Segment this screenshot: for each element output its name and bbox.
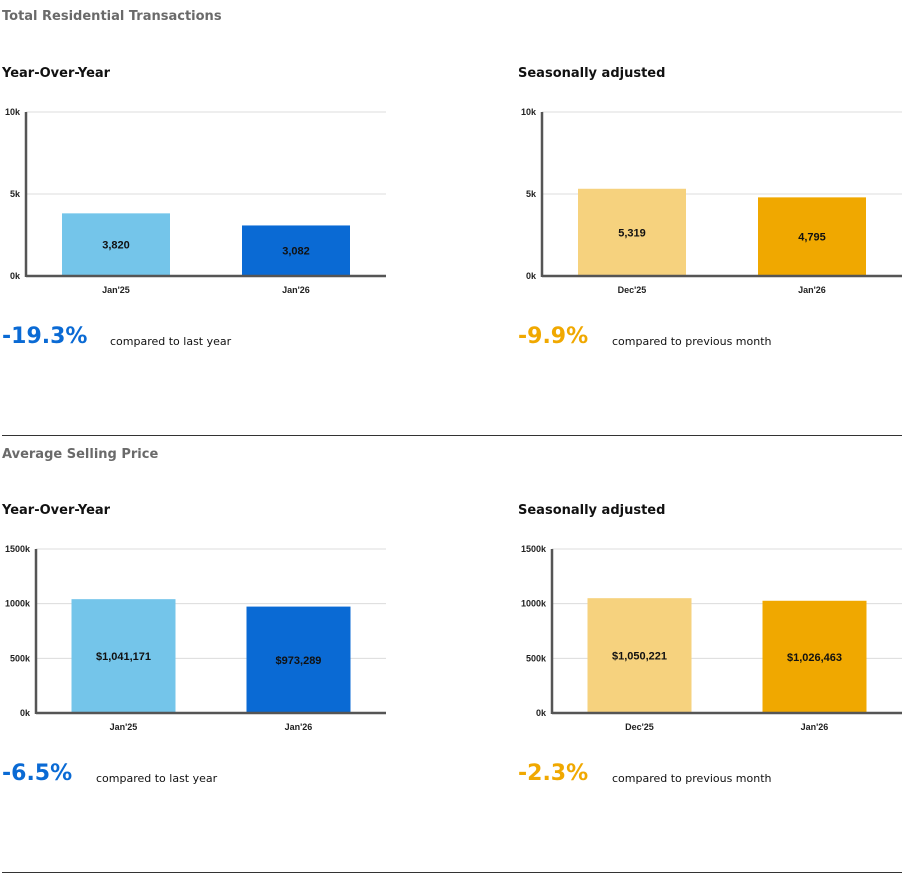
- sa-compare-text-transactions: compared to previous month: [612, 335, 772, 348]
- x-tick-label: Dec'25: [625, 722, 654, 732]
- x-tick-label: Jan'26: [285, 722, 313, 732]
- bar: [62, 213, 170, 276]
- y-tick-label: 10k: [521, 107, 537, 117]
- sa-subtitle-price: Seasonally adjusted: [518, 503, 666, 518]
- y-tick-label: 5k: [526, 189, 537, 199]
- bar: [762, 600, 867, 713]
- chart-transactions-yoy: 0k 5k 10k 3,820 Jan'25 3,082 Jan'26: [0, 100, 390, 302]
- bar-data-label: 3,082: [282, 246, 310, 258]
- yoy-compare-text-transactions: compared to last year: [110, 335, 232, 348]
- y-tick-label: 5k: [10, 189, 21, 199]
- bar: [758, 197, 866, 276]
- yoy-subtitle-transactions: Year-Over-Year: [2, 66, 111, 81]
- chart-transactions-sa: 0k 5k 10k 5,319 Dec'25 4,795 Jan'26: [516, 100, 906, 302]
- y-tick-label: 0k: [20, 708, 31, 718]
- sa-compare-text-price: compared to previous month: [612, 772, 772, 785]
- section-title-transactions: Total Residential Transactions: [2, 9, 222, 24]
- yoy-compare-text-price: compared to last year: [96, 772, 218, 785]
- y-tick-label: 0k: [10, 271, 21, 281]
- x-tick-label: Dec'25: [618, 285, 647, 295]
- bar: [578, 188, 686, 276]
- x-tick-label: Jan'25: [102, 285, 130, 295]
- yoy-change-price: -6.5%: [2, 761, 73, 786]
- bar-data-label: $1,050,221: [612, 651, 667, 663]
- sa-change-price: -2.3%: [518, 761, 589, 786]
- x-tick-label: Jan'25: [110, 722, 138, 732]
- y-tick-label: 1500k: [5, 544, 31, 554]
- bar-data-label: $973,289: [276, 655, 322, 667]
- y-tick-label: 10k: [5, 107, 21, 117]
- yoy-subtitle-price: Year-Over-Year: [2, 503, 111, 518]
- x-tick-label: Jan'26: [282, 285, 310, 295]
- x-tick-label: Jan'26: [798, 285, 826, 295]
- bar-data-label: $1,026,463: [787, 652, 842, 664]
- bar: [71, 599, 176, 713]
- bar-data-label: 3,820: [102, 240, 130, 252]
- y-tick-label: 0k: [526, 271, 537, 281]
- sa-subtitle-transactions: Seasonally adjusted: [518, 66, 666, 81]
- bar: [242, 225, 350, 276]
- bar-data-label: $1,041,171: [96, 651, 151, 663]
- bar-data-label: 4,795: [798, 232, 826, 244]
- yoy-change-transactions: -19.3%: [2, 324, 88, 349]
- section-title-price: Average Selling Price: [2, 447, 159, 462]
- y-tick-label: 1000k: [521, 599, 547, 609]
- sa-change-transactions: -9.9%: [518, 324, 589, 349]
- bar: [246, 606, 351, 713]
- bar: [587, 598, 692, 713]
- y-tick-label: 500k: [526, 653, 547, 663]
- chart-price-sa: 0k 500k 1000k 1500k $1,050,221 Dec'25 $1,026,4…: [516, 537, 906, 739]
- y-tick-label: 500k: [10, 653, 31, 663]
- y-tick-label: 0k: [536, 708, 547, 718]
- x-tick-label: Jan'26: [801, 722, 829, 732]
- y-tick-label: 1000k: [5, 599, 31, 609]
- bottom-divider: [2, 872, 902, 873]
- section-divider: [2, 435, 902, 436]
- y-tick-label: 1500k: [521, 544, 547, 554]
- bar-data-label: 5,319: [618, 227, 646, 239]
- chart-price-yoy: 0k 500k 1000k 1500k $1,041,171 Jan'25 $973,289…: [0, 537, 390, 739]
